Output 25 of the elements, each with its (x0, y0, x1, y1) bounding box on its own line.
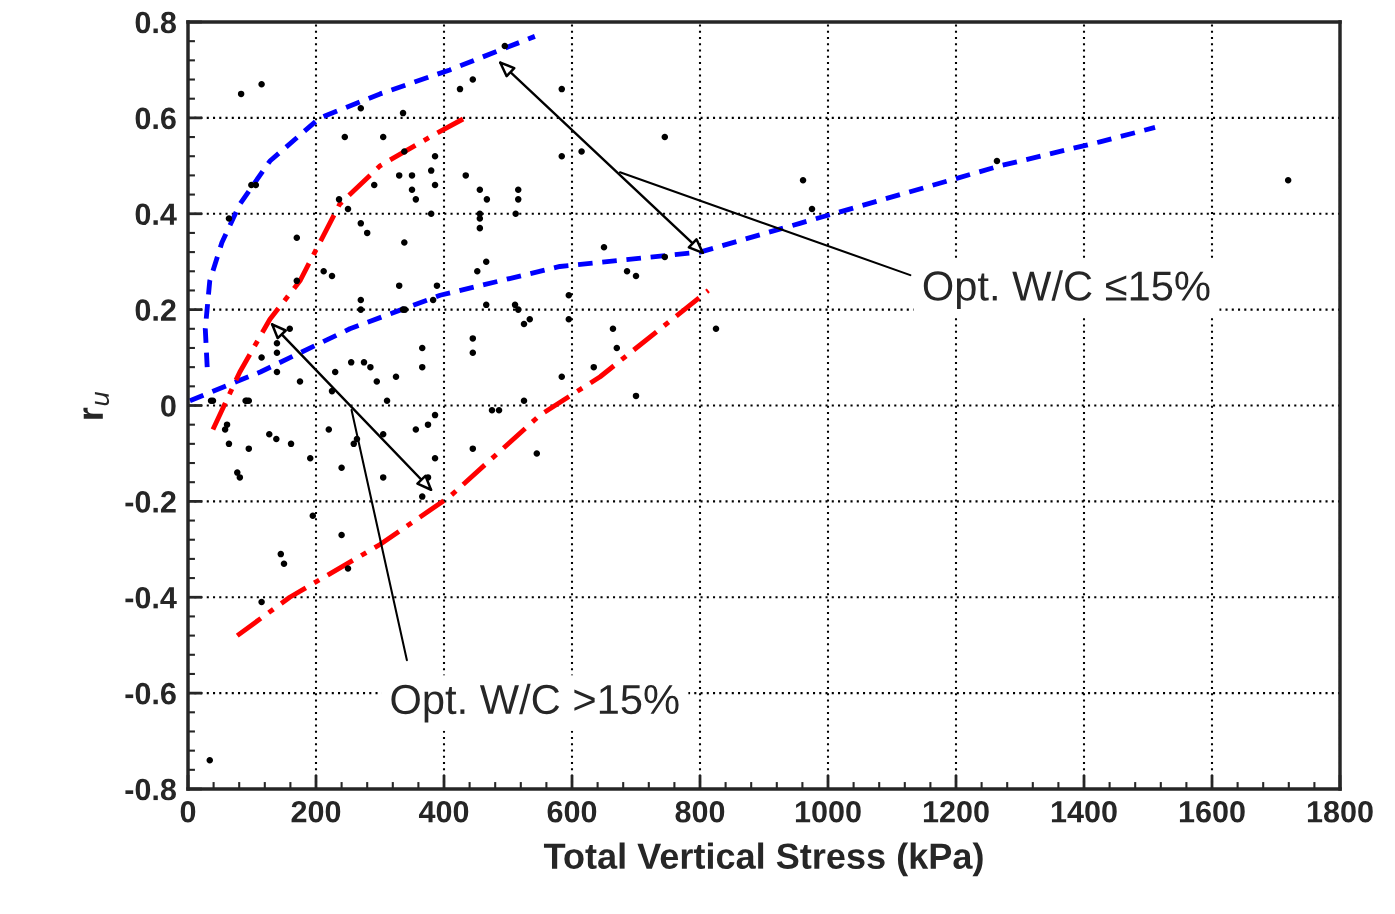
y-tick-label: -0.2 (125, 491, 176, 513)
x-tick-label: 800 (675, 800, 725, 823)
line-series (234, 288, 711, 639)
x-tick-label: 1200 (923, 800, 989, 823)
x-tick-label: 1400 (1051, 800, 1117, 823)
y-tick-label: -0.8 (125, 778, 176, 801)
x-tick-label: 0 (180, 800, 196, 823)
annotation: Opt. W/C ≤15% (923, 270, 1210, 310)
x-axis-title: Total Vertical Stress (kPa) (543, 842, 983, 877)
x-tick-label: 200 (291, 800, 341, 823)
x-tick-label: 1800 (1307, 800, 1373, 823)
x-tick-label: 400 (418, 800, 469, 823)
y-axis-title: r$_{u}$ (83, 391, 110, 419)
x-tick-label: 600 (547, 800, 597, 823)
y-tick-label: 0.6 (135, 107, 176, 130)
line-series (202, 33, 538, 370)
y-tick-label: 0.8 (135, 11, 176, 34)
annotation: Opt. W/C >15% (391, 683, 679, 723)
x-tick-label: 1600 (1179, 800, 1245, 823)
y-tick-label: 0 (161, 395, 176, 417)
x-tick-label: 1000 (795, 800, 861, 823)
y-tick-label: 0.2 (135, 299, 176, 321)
y-tick-label: -0.6 (125, 682, 176, 705)
y-tick-label: 0.4 (135, 203, 177, 226)
y-tick-label: -0.4 (125, 586, 177, 609)
